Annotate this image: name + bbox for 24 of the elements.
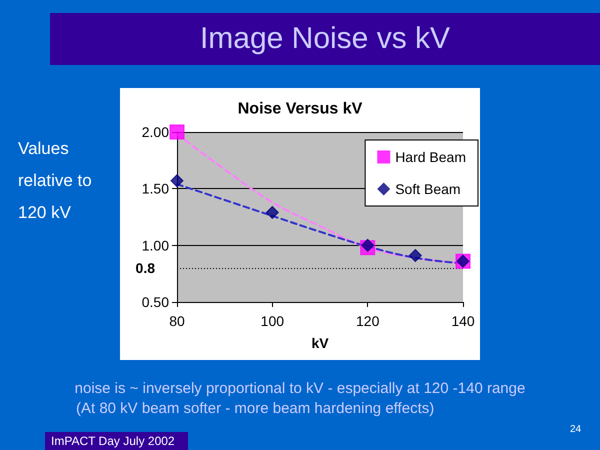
y-axis-title: Values relative to 120 kV — [18, 138, 93, 224]
x-axis-title: kV — [311, 335, 330, 351]
y-tick-label: 2.00 — [142, 124, 170, 140]
y-tick-label: 1.50 — [142, 180, 170, 197]
x-tick-label: 100 — [260, 313, 284, 329]
x-tick-label: 120 — [356, 313, 380, 329]
point — [170, 124, 184, 140]
point — [170, 174, 184, 188]
text: ImPACT Day July 2002 — [45, 432, 188, 450]
chart-subtitle: Noise Versus kV — [238, 100, 363, 118]
text: noise is ~ inversely proportional to kV - especially at 120 -140 range — [74, 380, 526, 397]
x-tick-label: 140 — [451, 313, 475, 329]
point — [408, 249, 422, 262]
point — [361, 238, 374, 252]
text: 24 — [570, 424, 582, 435]
legend-label: Soft Beam — [395, 181, 461, 197]
point — [266, 206, 279, 219]
y-tick-label: 0.50 — [142, 294, 170, 310]
text: (At 80 kV beam softer - more beam hardening effects) — [76, 400, 434, 417]
chart-title: Image Noise vs kV — [50, 13, 600, 65]
ref-line-label: 0.8 — [136, 260, 156, 276]
y-tick-label: 1.00 — [142, 237, 170, 254]
x-tick-label: 80 — [169, 313, 185, 329]
legend-label: Hard Beam — [395, 149, 466, 165]
